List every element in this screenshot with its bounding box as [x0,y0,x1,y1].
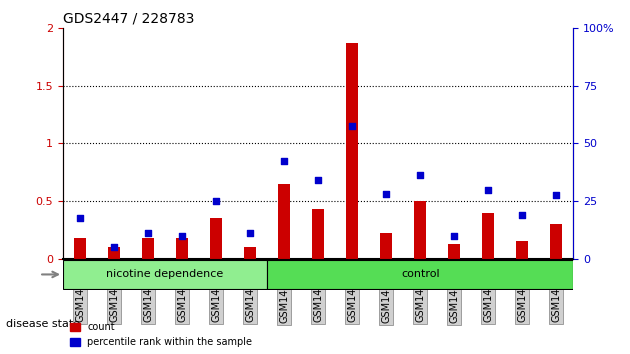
Point [279,158,289,164]
Bar [176,238,188,259]
Bar [142,238,154,259]
FancyBboxPatch shape [63,260,267,289]
Point [449,233,459,238]
Point [381,191,391,197]
Bar [108,247,120,259]
Bar [278,184,290,259]
Bar [551,224,562,259]
Bar [415,201,426,259]
Point [245,230,255,236]
Bar [517,241,528,259]
Point [75,216,85,221]
Point [517,212,527,218]
Text: GDS2447 / 228783: GDS2447 / 228783 [63,12,195,26]
Point [211,198,221,204]
Text: disease state: disease state [6,319,81,329]
Bar [312,209,324,259]
Text: nicotine dependence: nicotine dependence [106,269,224,279]
Point [347,123,357,129]
Point [415,172,425,177]
Legend: count, percentile rank within the sample: count, percentile rank within the sample [68,320,255,349]
Bar [381,233,392,259]
Point [143,230,153,236]
Point [483,187,493,192]
Point [313,177,323,183]
Text: control: control [401,269,440,279]
Point [551,193,561,198]
Bar [74,238,86,259]
Bar [483,212,494,259]
Bar [346,43,358,259]
Point [177,233,187,238]
Bar [210,218,222,259]
Bar [244,247,256,259]
Bar [449,244,460,259]
Point [109,244,119,250]
FancyBboxPatch shape [267,260,573,289]
